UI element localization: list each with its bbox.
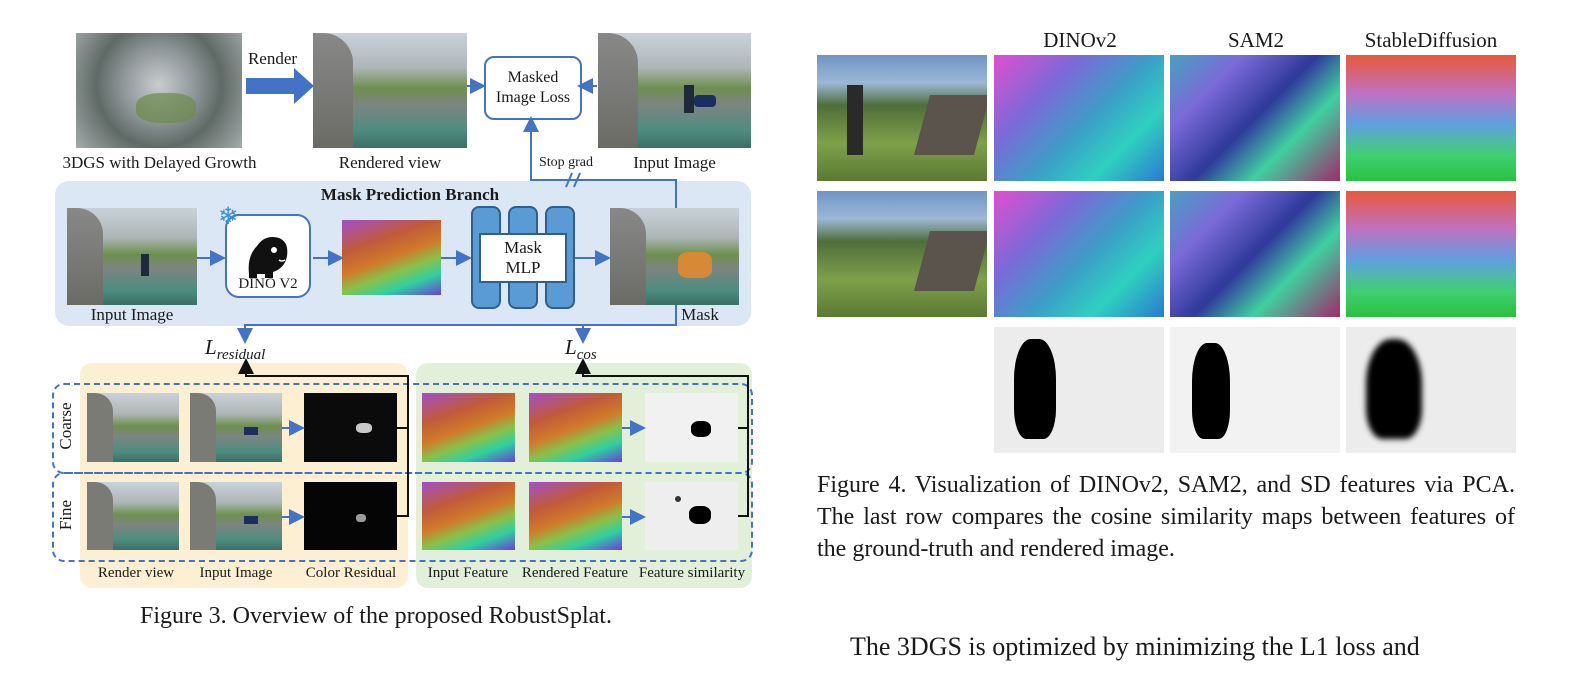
bottom-label-render-view: Render view: [97, 565, 175, 581]
coarse-input-image: [190, 393, 282, 462]
input-image-top-label: Input Image: [633, 153, 716, 172]
fine-input-image: [190, 482, 282, 550]
fig4-row2-sam2: [1170, 191, 1340, 317]
snowflake-icon: ❄: [218, 202, 239, 230]
input-image-top: [598, 33, 751, 148]
fine-input-feature: [422, 482, 515, 550]
fig4-row3-sam2: [1170, 327, 1340, 453]
coarse-rendered-feature: [529, 393, 622, 462]
bottom-label-rendered-feature: Rendered Feature: [521, 565, 629, 581]
fig4-row1-photo: [817, 55, 987, 181]
3dgs-label: 3DGS with Delayed Growth: [62, 153, 257, 172]
fine-feature-similarity: [645, 482, 738, 550]
fig4-row1-sd: [1346, 55, 1516, 181]
rendered-view-image: [313, 33, 467, 148]
mlp-block: Mask MLP: [471, 206, 575, 309]
body-text: The 3DGS is optimized by minimizing the …: [850, 632, 1420, 661]
branch-input-label: Input Image: [90, 305, 174, 324]
fine-row-outline: [52, 472, 753, 562]
fine-render-view: [87, 482, 179, 550]
mask-image: [610, 208, 739, 305]
bottom-label-input-feature: Input Feature: [427, 565, 509, 581]
coarse-input-feature: [422, 393, 515, 462]
render-arrow-label: Render: [247, 49, 298, 68]
coarse-render-view: [87, 393, 179, 462]
figure3-connectors: [197, 68, 749, 525]
mask-mlp-label: Mask MLP: [504, 238, 542, 277]
fig4-row2-sd: [1346, 191, 1516, 317]
bottom-label-feature-similarity: Feature similarity: [638, 565, 746, 581]
col-head-dinov2: DINOv2: [1043, 28, 1117, 52]
coarse-color-residual: [304, 393, 397, 462]
col-head-sam2: SAM2: [1227, 28, 1285, 52]
fig4-row1-dinov2: [994, 55, 1164, 181]
render-arrow: [246, 68, 314, 104]
fig4-row3-sd: [1346, 327, 1516, 453]
bottom-label-input-image: Input Image: [199, 565, 273, 581]
figure3-caption: Figure 3. Overview of the proposed Robus…: [140, 603, 612, 629]
branch-input-image: [67, 208, 197, 305]
fig4-row2-dinov2: [994, 191, 1164, 317]
loss-residual-symbol: L: [205, 335, 217, 359]
mask-label: Mask: [681, 305, 719, 324]
branch-title: Mask Prediction Branch: [320, 185, 500, 204]
stop-grad-label: Stop grad: [538, 155, 594, 170]
3dgs-image: [76, 33, 242, 148]
rendered-view-label: Rendered view: [338, 153, 442, 172]
bottom-label-color-residual: Color Residual: [305, 565, 397, 581]
dino-v2-box: DINO V2: [225, 214, 311, 298]
fine-rendered-feature: [529, 482, 622, 550]
fig4-row2-photo: [817, 191, 987, 317]
feature-map-image: [342, 220, 441, 295]
figure4-caption: Figure 4. Visualization of DINOv2, SAM2,…: [817, 472, 1515, 562]
fig4-row3-dinov2: [994, 327, 1164, 453]
dino-icon: [248, 237, 288, 278]
fig4-row1-sam2: [1170, 55, 1340, 181]
loss-cos-symbol: L: [565, 335, 577, 359]
fine-color-residual: [304, 482, 397, 550]
masked-image-loss-box: Masked Image Loss: [484, 56, 582, 120]
mask-mlp-box: Mask MLP: [479, 233, 567, 283]
dino-v2-label: DINO V2: [238, 276, 298, 292]
col-head-stablediffusion: StableDiffusion: [1364, 28, 1498, 52]
coarse-feature-similarity: [645, 393, 738, 462]
masked-image-loss-label: Masked Image Loss: [495, 69, 571, 106]
